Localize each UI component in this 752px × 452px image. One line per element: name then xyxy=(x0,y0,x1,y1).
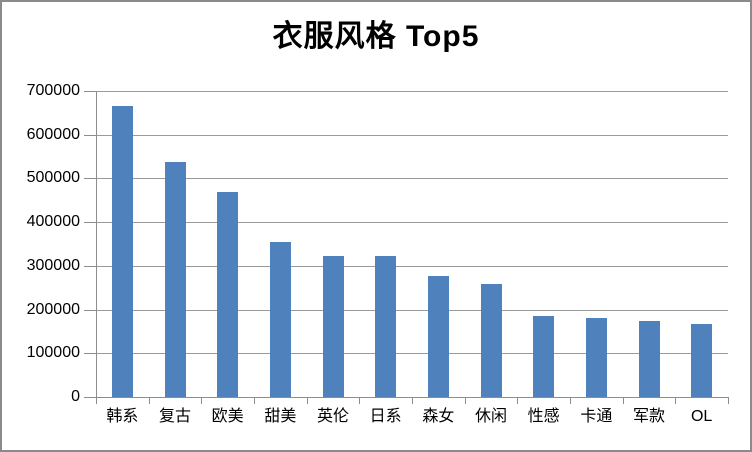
x-axis-tick xyxy=(96,397,97,404)
bar xyxy=(111,106,133,397)
bar xyxy=(217,191,239,397)
bar xyxy=(585,318,607,397)
y-axis-tick xyxy=(84,309,96,311)
x-category-label: 休闲 xyxy=(475,408,508,425)
x-axis-tick xyxy=(359,397,361,404)
y-axis-line xyxy=(96,91,97,397)
y-tick-label: 400000 xyxy=(26,213,80,231)
y-tick-label: 500000 xyxy=(26,169,80,187)
y-tick-label: 300000 xyxy=(26,256,80,274)
x-category-label: 韩系 xyxy=(106,408,139,425)
x-axis-tick xyxy=(306,397,308,404)
x-axis-tick xyxy=(464,397,466,404)
bar xyxy=(691,324,713,397)
y-gridline xyxy=(96,265,728,267)
y-gridline xyxy=(96,134,728,136)
y-axis-tick xyxy=(84,91,96,92)
bar xyxy=(480,283,502,397)
x-axis-tick xyxy=(728,397,729,404)
y-tick-label: 700000 xyxy=(26,82,80,99)
x-axis-tick xyxy=(570,397,571,404)
y-axis-tick xyxy=(84,134,96,136)
y-gridline xyxy=(96,353,728,355)
bar xyxy=(638,320,660,397)
y-tick-label: 600000 xyxy=(26,125,80,143)
x-axis-tick xyxy=(675,397,677,404)
y-tick-label: 200000 xyxy=(26,300,80,318)
y-axis-tick xyxy=(84,265,96,267)
bar xyxy=(322,256,344,397)
x-category-label: 英伦 xyxy=(317,408,350,425)
x-category-label: 森女 xyxy=(422,408,455,425)
x-category-label: 性感 xyxy=(527,408,560,425)
x-category-label: OL xyxy=(690,408,713,425)
bar xyxy=(269,242,291,397)
x-axis-tick xyxy=(412,397,413,404)
bar xyxy=(533,316,555,397)
y-axis-tick xyxy=(84,353,96,355)
x-category-label: 甜美 xyxy=(264,408,297,425)
y-axis-tick xyxy=(84,222,96,224)
x-category-label: 日系 xyxy=(369,408,402,425)
y-tick-label: 100000 xyxy=(26,344,80,362)
y-tick-label: 0 xyxy=(71,388,80,405)
bar xyxy=(427,275,449,397)
y-axis-tick xyxy=(84,397,96,398)
y-axis-tick xyxy=(84,178,96,180)
bar xyxy=(375,256,397,397)
x-axis-tick xyxy=(622,397,624,404)
x-axis-tick xyxy=(517,397,519,404)
x-axis-tick xyxy=(201,397,203,404)
x-axis-tick xyxy=(148,397,150,404)
y-gridline xyxy=(96,222,728,224)
y-gridline xyxy=(96,178,728,180)
x-axis-tick xyxy=(254,397,255,404)
x-category-label: 卡通 xyxy=(580,408,613,425)
plot-area xyxy=(96,91,728,397)
bar xyxy=(164,162,186,397)
y-gridline xyxy=(96,91,728,92)
chart-title: 衣服风格 Top5 xyxy=(272,20,480,53)
x-category-label: 复古 xyxy=(159,408,192,425)
y-gridline xyxy=(96,309,728,311)
x-category-label: 军款 xyxy=(633,408,666,425)
x-category-label: 欧美 xyxy=(211,408,244,425)
